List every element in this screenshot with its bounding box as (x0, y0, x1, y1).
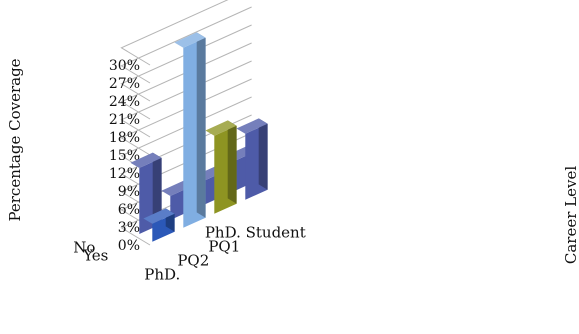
career-level-axis-title: Career Level (562, 166, 579, 264)
y-tick-label: 18% (109, 130, 140, 146)
gridline (120, 42, 252, 120)
bar-side-face (258, 118, 268, 190)
gridline (120, 60, 252, 138)
y-tick-label: 24% (109, 94, 140, 110)
bar-yes-phd-student (236, 118, 268, 200)
bar-top-face (205, 120, 237, 136)
bar-top-face (130, 152, 162, 168)
y-tick-label: 3% (118, 220, 140, 236)
gridline (120, 24, 252, 102)
y-tick-label: 6% (118, 202, 140, 218)
gridline (120, 78, 252, 156)
bar-yes-phd- (143, 208, 175, 242)
series-label: Yes (82, 247, 108, 265)
category-label: PQ1 (208, 237, 240, 255)
y-tick-label: 15% (109, 148, 140, 164)
y-axis-ticks: 0% 3% 6% 9% 12% 15% 18% 21% 24% 27% 30% (109, 58, 140, 254)
bar-side-face (227, 120, 237, 204)
y-tick-label: 0% (118, 238, 140, 254)
y-tick-label: 21% (109, 112, 140, 128)
gridline (120, 0, 229, 66)
bar-yes-pq1 (205, 120, 237, 214)
y-tick-label: 12% (109, 166, 140, 182)
bar-yes-pq2 (174, 32, 206, 228)
category-label: PhD. (144, 265, 180, 283)
y-axis-title: Percentage Coverage (6, 58, 24, 221)
category-label: PhD. Student (205, 223, 306, 241)
category-label: PQ2 (177, 251, 209, 269)
bar-top-face (236, 118, 268, 134)
bar-side-face (196, 32, 206, 218)
y-tick-label: 30% (109, 58, 140, 74)
bar-top-face (143, 208, 175, 224)
y-tick-label: 27% (109, 76, 140, 92)
bar-side-face (152, 152, 162, 224)
bar-top-face (174, 32, 206, 48)
y-tick-label: 9% (118, 184, 140, 200)
bars (130, 32, 268, 242)
gridline (120, 6, 252, 84)
series-label: No (73, 239, 95, 257)
